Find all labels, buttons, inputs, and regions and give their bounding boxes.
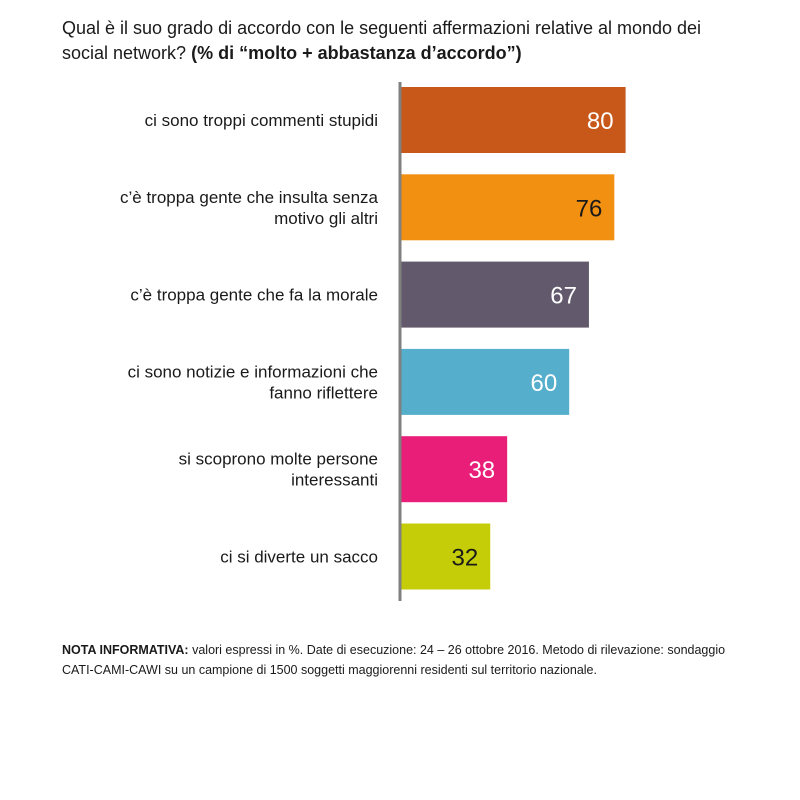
value-label-6: 32 [452,545,479,572]
category-label-5-line-2: interessanti [291,471,378,490]
value-label-4: 60 [530,370,557,397]
note-text: valori espressi in %. Date di esecuzione… [62,643,726,677]
value-label-2: 76 [576,195,603,222]
title-question: Qual è il suo grado di accordo con le se… [62,18,702,63]
category-label-3: c’è troppa gente che fa la morale [130,286,378,305]
category-label-4-line-2: fanno riflettere [269,383,378,402]
chart-title: Qual è il suo grado di accordo con le se… [62,16,752,66]
value-label-3: 67 [550,283,577,310]
category-label-2-line-1: c’è troppa gente che insulta senza [120,188,379,207]
bar-1 [400,87,626,153]
bar-3 [400,261,589,328]
bar-chart: 80 ci sono troppi commenti stupidi 76 c’è t… [120,82,626,601]
category-label-5-line-1: si scoprono molte persone [179,450,378,469]
category-label-2-line-2: motivo gli altri [274,209,378,228]
category-label-6: ci si diverte un sacco [220,548,378,567]
category-label-4-line-1: ci sono notizie e informazioni che [128,362,378,381]
title-subtitle: (% di “molto + abbastanza d’accordo”) [191,43,522,63]
bar-5 [400,436,508,503]
category-label-1: ci sono troppi commenti stupidi [145,111,378,130]
methodology-note: NOTA INFORMATIVA: valori espressi in %. … [62,640,752,680]
value-label-1: 80 [587,108,614,135]
bar-2 [400,174,615,241]
value-label-5: 38 [468,457,495,484]
bar-6 [400,523,491,590]
note-label: NOTA INFORMATIVA: [62,643,189,657]
bar-4 [400,348,570,415]
